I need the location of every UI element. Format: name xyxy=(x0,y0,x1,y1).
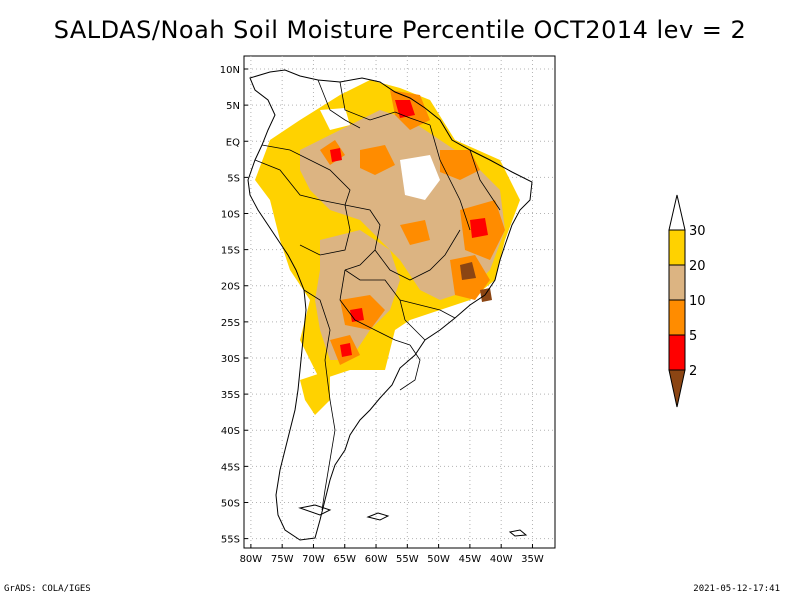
lat-tick-label: 45S xyxy=(221,462,240,473)
colorbar-segment xyxy=(668,334,686,371)
colorbar-top-arrow xyxy=(668,194,686,231)
colorbar-bottom-arrow xyxy=(668,369,686,408)
colorbar-label: 30 xyxy=(689,224,706,239)
lat-tick-label: 25S xyxy=(221,318,240,329)
lat-tick-label: 10S xyxy=(221,209,240,220)
colorbar-segment xyxy=(668,229,686,266)
footer-timestamp: 2021-05-12-17:41 xyxy=(693,584,780,594)
map-title: SALDAS/Noah Soil Moisture Percentile OCT… xyxy=(53,16,747,44)
falkland-islands xyxy=(366,512,390,521)
lon-tick-label: 55W xyxy=(396,554,419,565)
latitude-axis: 10N 5N EQ 5S 10S 15S 20S 25S 30S 35S 40S 45S 50S 55S xyxy=(220,65,240,546)
lon-tick-label: 35W xyxy=(521,554,544,565)
lon-tick-label: 45W xyxy=(459,554,482,565)
longitude-axis: 80W 75W 70W 65W 60W 55W 50W 45W 40W 35W xyxy=(240,554,544,565)
lon-tick-label: 65W xyxy=(333,554,356,565)
south-georgia xyxy=(508,529,528,537)
lon-tick-label: 60W xyxy=(365,554,388,565)
lat-tick-label: 5N xyxy=(226,101,240,112)
colorbar-label: 20 xyxy=(689,259,706,274)
colorbar-label: 5 xyxy=(689,329,697,344)
lat-tick-label: 55S xyxy=(221,535,240,546)
lon-tick-label: 50W xyxy=(427,554,450,565)
lat-tick-label: 30S xyxy=(221,354,240,365)
lat-tick-label: EQ xyxy=(226,137,240,148)
gridlines xyxy=(244,56,555,548)
tierra-del-fuego xyxy=(298,504,332,516)
south-america-outline xyxy=(247,69,533,541)
country-borders xyxy=(254,79,501,511)
colorbar-label: 2 xyxy=(689,364,697,379)
lon-tick-label: 70W xyxy=(302,554,325,565)
lat-tick-label: 50S xyxy=(221,498,240,509)
lon-tick-label: 75W xyxy=(271,554,294,565)
lon-tick-label: 80W xyxy=(240,554,263,565)
lat-tick-label: 5S xyxy=(227,173,240,184)
colorbar: 30 20 10 5 2 xyxy=(668,194,706,408)
lat-tick-label: 35S xyxy=(221,390,240,401)
footer-credit: GrADS: COLA/IGES xyxy=(4,584,91,594)
lat-tick-label: 20S xyxy=(221,282,240,293)
lat-tick-label: 40S xyxy=(221,426,240,437)
lon-tick-label: 40W xyxy=(490,554,513,565)
colorbar-segment xyxy=(668,299,686,336)
colorbar-label: 10 xyxy=(689,294,706,309)
lat-tick-label: 10N xyxy=(220,65,240,76)
lat-tick-label: 15S xyxy=(221,246,240,257)
colorbar-segment xyxy=(668,264,686,301)
